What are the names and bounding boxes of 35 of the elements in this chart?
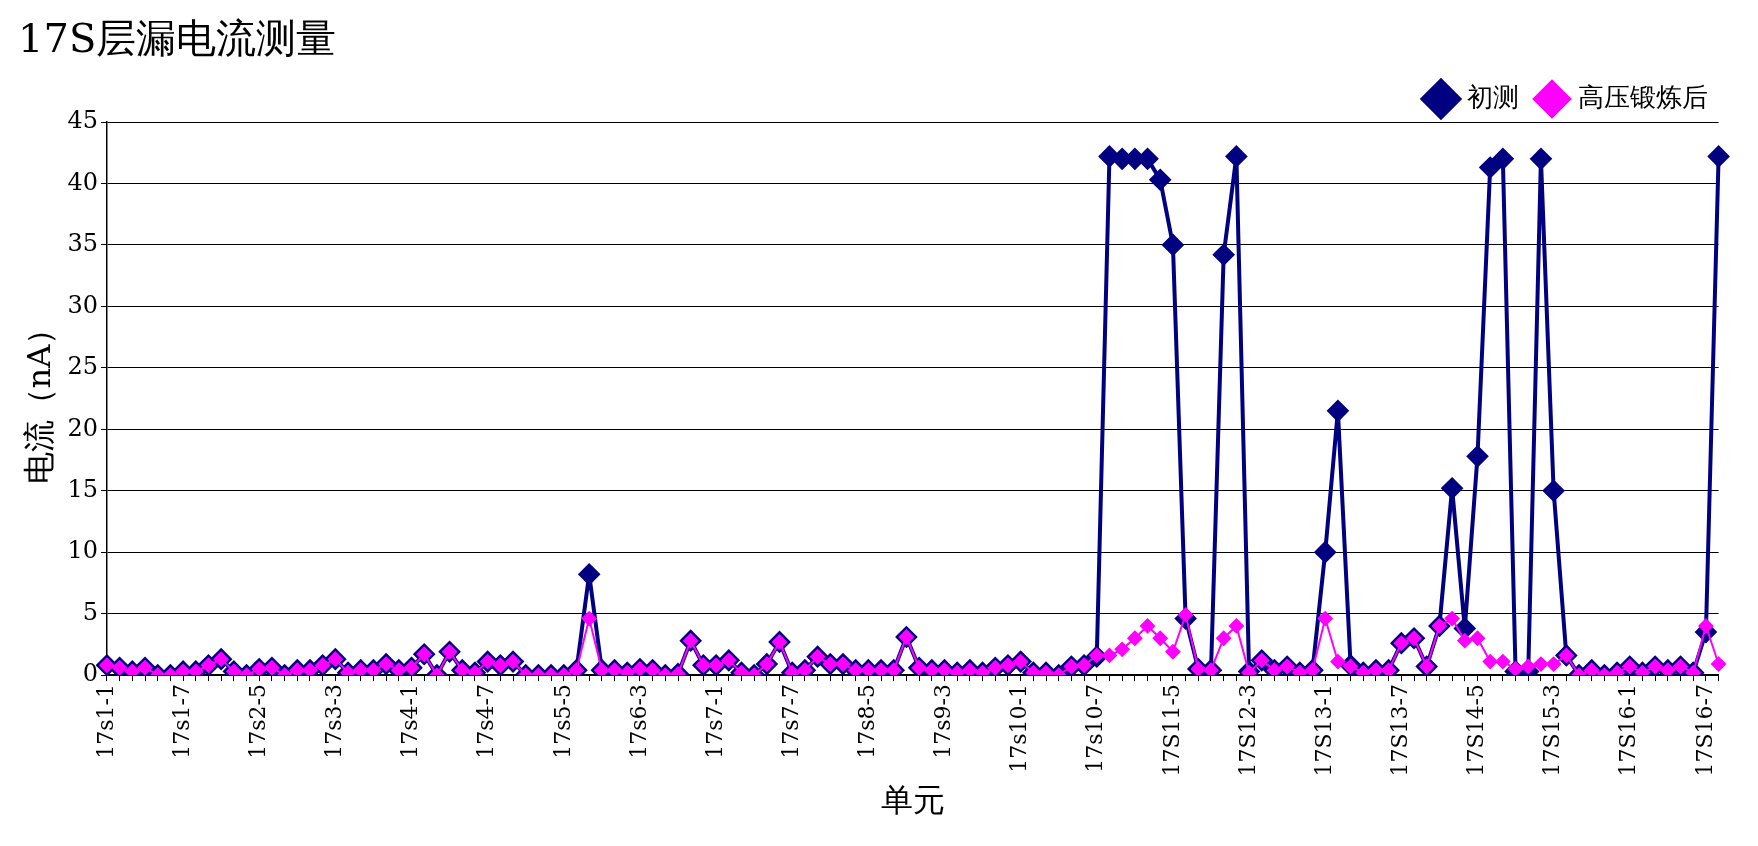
y-tick-label: 20 [67,413,98,442]
x-tick-label: 17S12-3 [1234,684,1260,777]
x-tick-label: 17S15-3 [1539,684,1565,777]
y-tick-label: 10 [67,536,98,565]
y-axis-title: 电流（nA） [19,312,58,485]
x-tick-label: 17s1-7 [168,684,194,759]
x-tick-label: 17s10-1 [1006,684,1032,773]
x-tick-label: 17s9-3 [930,684,956,759]
y-tick-label: 35 [67,229,98,258]
x-tick-label: 17s4-7 [473,684,499,759]
x-tick-label: 17S13-1 [1310,684,1336,777]
y-tick-label: 5 [82,597,98,626]
legend-label: 初测 [1467,81,1519,112]
x-tick-label: 17S14-5 [1463,684,1489,777]
y-tick-label: 45 [67,106,98,135]
x-tick-label: 17s3-3 [321,684,347,759]
x-axis-title: 单元 [880,781,945,820]
y-tick-label: 30 [67,290,98,319]
x-tick-label: 17S11-5 [1158,684,1184,777]
x-tick-label: 17s10-7 [1082,684,1108,773]
x-tick-label: 17s5-5 [549,684,575,759]
y-tick-label: 15 [67,474,98,503]
legend-label: 高压锻炼后 [1578,81,1708,112]
y-tick-label: 25 [67,352,98,381]
x-tick-label: 17s4-1 [397,684,423,759]
chart-title: 17S层漏电流测量 [18,15,337,62]
x-tick-label: 17s2-5 [244,684,270,759]
x-tick-label: 17s8-5 [854,684,880,759]
x-tick-label: 17S16-7 [1691,684,1717,777]
x-tick-label: 17s7-1 [701,684,727,759]
x-tick-label: 17S13-7 [1387,684,1413,777]
y-tick-label: 40 [67,167,98,196]
x-tick-label: 17s7-7 [777,684,803,759]
x-tick-label: 17s6-3 [625,684,651,759]
x-tick-label: 17S16-1 [1615,684,1641,777]
